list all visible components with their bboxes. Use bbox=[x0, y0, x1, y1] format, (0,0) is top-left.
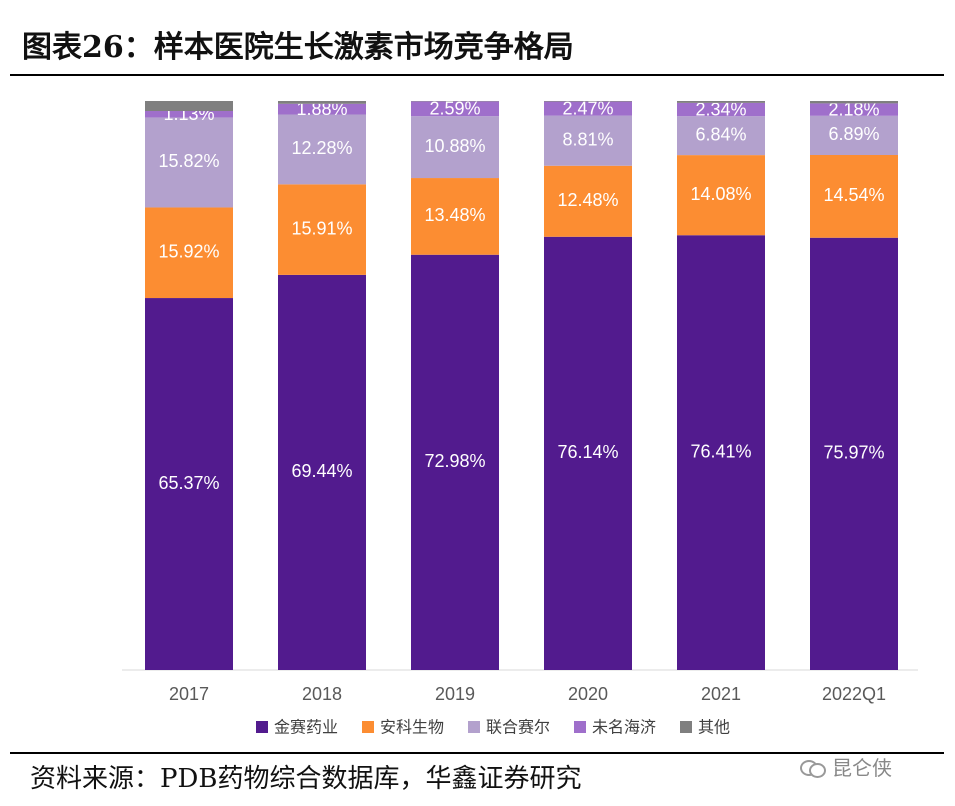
bar-segment bbox=[411, 116, 499, 179]
bar-segment bbox=[411, 178, 499, 255]
data-label: 6.89% bbox=[828, 124, 879, 144]
bar-segment bbox=[677, 101, 765, 103]
source-note: 资料来源：PDB药物综合数据库，华鑫证券研究 bbox=[30, 764, 582, 794]
data-label: 76.14% bbox=[557, 442, 618, 462]
legend-label: 未名海济 bbox=[592, 718, 656, 737]
bar-segment bbox=[145, 111, 233, 118]
bar-segment bbox=[810, 237, 898, 670]
bar-segment bbox=[278, 114, 366, 185]
bar-segment bbox=[544, 115, 632, 166]
bar-segment bbox=[278, 274, 366, 670]
legend-swatch bbox=[574, 721, 586, 733]
bar-segment bbox=[810, 101, 898, 104]
bar-segment bbox=[544, 165, 632, 237]
data-label: 76.41% bbox=[690, 441, 751, 461]
legend-label: 安科生物 bbox=[380, 718, 444, 737]
data-label: 13.48% bbox=[424, 205, 485, 225]
data-label: 2.47% bbox=[562, 98, 613, 118]
data-label: 8.81% bbox=[562, 129, 613, 149]
chart-title: 图表26：样本医院生长激素市场竞争格局 bbox=[22, 30, 574, 65]
data-label: 72.98% bbox=[424, 451, 485, 471]
data-label: 12.48% bbox=[557, 190, 618, 210]
legend-label: 其他 bbox=[698, 718, 730, 737]
legend-swatch bbox=[256, 721, 268, 733]
legend-label: 金赛药业 bbox=[274, 718, 338, 737]
x-tick-label: 2017 bbox=[169, 684, 209, 704]
x-tick-label: 2022Q1 bbox=[822, 684, 886, 704]
data-label: 15.92% bbox=[158, 242, 219, 262]
data-label: 14.54% bbox=[823, 185, 884, 205]
data-label: 15.82% bbox=[158, 151, 219, 171]
data-label: 12.28% bbox=[291, 138, 352, 158]
bar-segment bbox=[810, 115, 898, 155]
data-label: 10.88% bbox=[424, 136, 485, 156]
wechat-icon bbox=[800, 757, 826, 778]
bar-segment bbox=[677, 116, 765, 156]
data-label: 14.08% bbox=[690, 184, 751, 204]
legend-label: 联合赛尔 bbox=[486, 718, 550, 737]
bar-segment bbox=[145, 298, 233, 670]
x-tick-label: 2021 bbox=[701, 684, 741, 704]
data-label: 1.88% bbox=[296, 99, 347, 119]
bar-segment bbox=[278, 184, 366, 275]
data-label: 65.37% bbox=[158, 473, 219, 493]
data-label: 2.18% bbox=[828, 99, 879, 119]
bar-segment bbox=[145, 101, 233, 112]
bar-segment bbox=[278, 103, 366, 115]
data-label: 2.59% bbox=[429, 99, 480, 119]
bar-segment bbox=[544, 101, 632, 116]
watermark-text: 昆仑侠 bbox=[832, 756, 892, 780]
legend-swatch bbox=[468, 721, 480, 733]
watermark: 昆仑侠 bbox=[800, 752, 892, 781]
bar-segment bbox=[544, 101, 632, 102]
bar-segment bbox=[411, 254, 499, 670]
data-label: 6.84% bbox=[695, 124, 746, 144]
bar-segment bbox=[411, 101, 499, 117]
bar-segment bbox=[677, 235, 765, 670]
bar-segment bbox=[810, 154, 898, 238]
source-divider bbox=[10, 752, 944, 754]
bar-segment bbox=[810, 103, 898, 116]
legend-swatch bbox=[362, 721, 374, 733]
bar-segment bbox=[544, 236, 632, 670]
x-tick-label: 2020 bbox=[568, 684, 608, 704]
data-label: 75.97% bbox=[823, 443, 884, 463]
data-label: 2.34% bbox=[695, 99, 746, 119]
data-label: 69.44% bbox=[291, 461, 352, 481]
bar-segment bbox=[145, 207, 233, 299]
data-label: 15.91% bbox=[291, 218, 352, 238]
stacked-bar-chart: 65.37%15.92%15.82%1.13%201769.44%15.91%1… bbox=[122, 98, 918, 737]
bar-segment bbox=[278, 101, 366, 104]
x-tick-label: 2018 bbox=[302, 684, 342, 704]
legend-swatch bbox=[680, 721, 692, 733]
x-tick-label: 2019 bbox=[435, 684, 475, 704]
bar-segment bbox=[677, 102, 765, 117]
title-divider bbox=[10, 74, 944, 76]
bar-segment bbox=[145, 117, 233, 208]
bar-segment bbox=[677, 155, 765, 236]
